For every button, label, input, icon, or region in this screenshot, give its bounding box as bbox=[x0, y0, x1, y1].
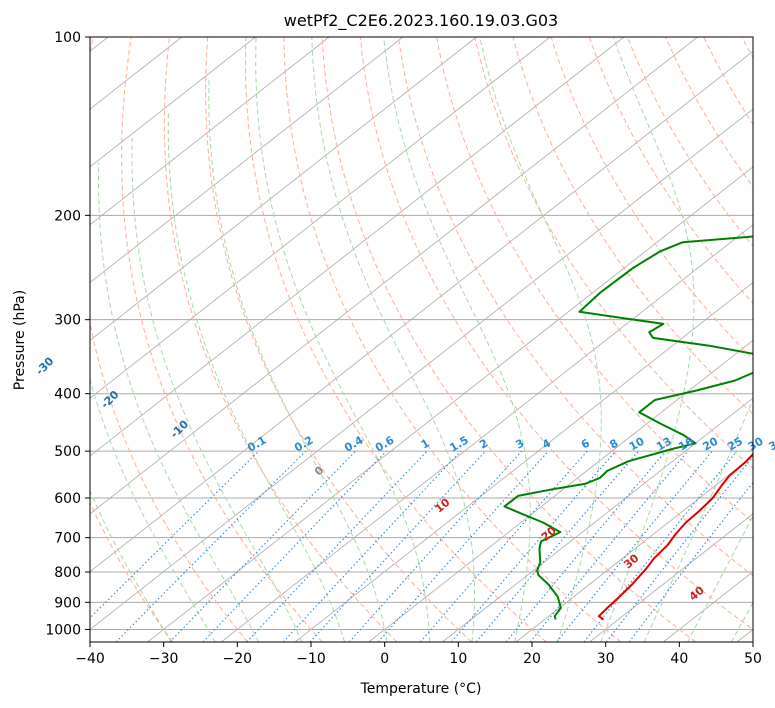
chart-title: wetPf2_C2E6.2023.160.19.03.G03 bbox=[284, 11, 558, 31]
mixing-ratio-line bbox=[115, 450, 306, 642]
x-tick-label: −30 bbox=[149, 651, 179, 667]
moist-adiabat-line bbox=[383, 37, 531, 642]
isotherm-line bbox=[90, 37, 256, 168]
moist-adiabat-line bbox=[479, 37, 602, 642]
y-tick-label: 800 bbox=[54, 565, 81, 581]
dry-adiabat-line bbox=[283, 37, 622, 642]
moist-adiabat-line bbox=[98, 162, 260, 642]
y-tick-label: 900 bbox=[54, 595, 81, 611]
temperature-profile-line bbox=[597, 452, 753, 621]
mixing-ratio-line bbox=[202, 450, 387, 642]
isotherm-line bbox=[90, 37, 551, 399]
mixing-ratio-line bbox=[475, 450, 639, 642]
x-axis-label: Temperature (°C) bbox=[360, 681, 482, 697]
background-lines bbox=[90, 37, 753, 642]
y-tick-label: 100 bbox=[54, 30, 81, 46]
plot-frame bbox=[89, 36, 754, 643]
moist-adiabat-line bbox=[311, 37, 475, 642]
isotherm-line bbox=[589, 513, 753, 642]
x-tick-label: 10 bbox=[449, 651, 467, 667]
mixing-ratio-line bbox=[556, 450, 713, 642]
dewpoint-profile-line bbox=[503, 235, 753, 620]
y-tick-label: 400 bbox=[54, 387, 81, 403]
y-tick-label: 700 bbox=[54, 531, 81, 547]
y-tick-label: 1000 bbox=[45, 622, 81, 638]
mixing-ratio-line bbox=[246, 450, 428, 642]
dry-adiabat-line bbox=[436, 37, 753, 523]
dry-adiabat-line bbox=[398, 37, 753, 577]
dry-adiabat-label: -30 bbox=[33, 354, 56, 377]
dry-adiabat-line bbox=[474, 37, 753, 469]
y-tick-label: 200 bbox=[54, 208, 81, 224]
dry-adiabat-line bbox=[321, 37, 697, 642]
x-tick-label: 40 bbox=[670, 651, 688, 667]
mixing-ratio-line bbox=[529, 450, 689, 642]
x-tick-label: 20 bbox=[523, 651, 541, 667]
mixing-ratio-label: 36 bbox=[766, 434, 775, 453]
mixing-ratio-line bbox=[583, 450, 738, 642]
isotherm-line bbox=[90, 37, 477, 341]
moist-adiabat-line bbox=[131, 137, 303, 642]
dry-adiabat-line bbox=[90, 37, 248, 642]
isotherm-line bbox=[90, 37, 625, 457]
y-tick-label: 600 bbox=[54, 491, 81, 507]
mixing-ratio-line bbox=[282, 450, 462, 642]
moist-adiabat-line bbox=[90, 377, 216, 642]
mixing-ratio-line bbox=[377, 450, 549, 642]
y-tick-label: 300 bbox=[54, 313, 81, 329]
isotherm-line bbox=[442, 397, 753, 642]
moist-adiabat-line bbox=[255, 37, 430, 642]
moist-adiabat-line bbox=[208, 79, 388, 642]
dry-adiabat-line bbox=[245, 37, 547, 642]
y-axis-label: Pressure (hPa) bbox=[12, 290, 28, 390]
profile-lines bbox=[503, 235, 753, 621]
mixing-ratio-line bbox=[348, 450, 523, 642]
mixing-ratio-line bbox=[505, 450, 667, 642]
isotherm-line bbox=[294, 282, 753, 642]
moist-adiabat-line bbox=[90, 489, 172, 642]
x-tick-label: −10 bbox=[296, 651, 326, 667]
moist-adiabat-line bbox=[167, 110, 346, 642]
mixing-ratio-line bbox=[169, 450, 356, 642]
y-tick-label: 500 bbox=[54, 444, 81, 460]
x-tick-label: −20 bbox=[223, 651, 253, 667]
x-tick-label: 50 bbox=[744, 651, 762, 667]
moist-adiabat-line bbox=[643, 397, 753, 642]
isotherm-line bbox=[368, 339, 753, 642]
isotherm-line bbox=[90, 50, 753, 573]
x-tick-label: −40 bbox=[75, 651, 105, 667]
isotherm-line bbox=[90, 37, 330, 226]
x-tick-label: 30 bbox=[597, 651, 615, 667]
isotherm-line bbox=[90, 37, 698, 515]
mixing-ratio-line bbox=[309, 450, 487, 642]
dry-adiabat-line bbox=[121, 37, 323, 642]
isotherm-line bbox=[147, 166, 753, 642]
axes: −40 −30 −20 −10 0 10 20 30 40 50 100 200 300 400 500 60… bbox=[45, 30, 762, 667]
x-tick-label: 0 bbox=[380, 651, 389, 667]
dry-adiabat-line bbox=[359, 37, 753, 631]
isotherm-line bbox=[90, 37, 404, 284]
isotherm-line bbox=[515, 455, 753, 642]
dry-adiabat-line bbox=[512, 37, 753, 415]
dry-adiabat-line bbox=[163, 37, 398, 642]
isotherm-line bbox=[221, 224, 753, 642]
